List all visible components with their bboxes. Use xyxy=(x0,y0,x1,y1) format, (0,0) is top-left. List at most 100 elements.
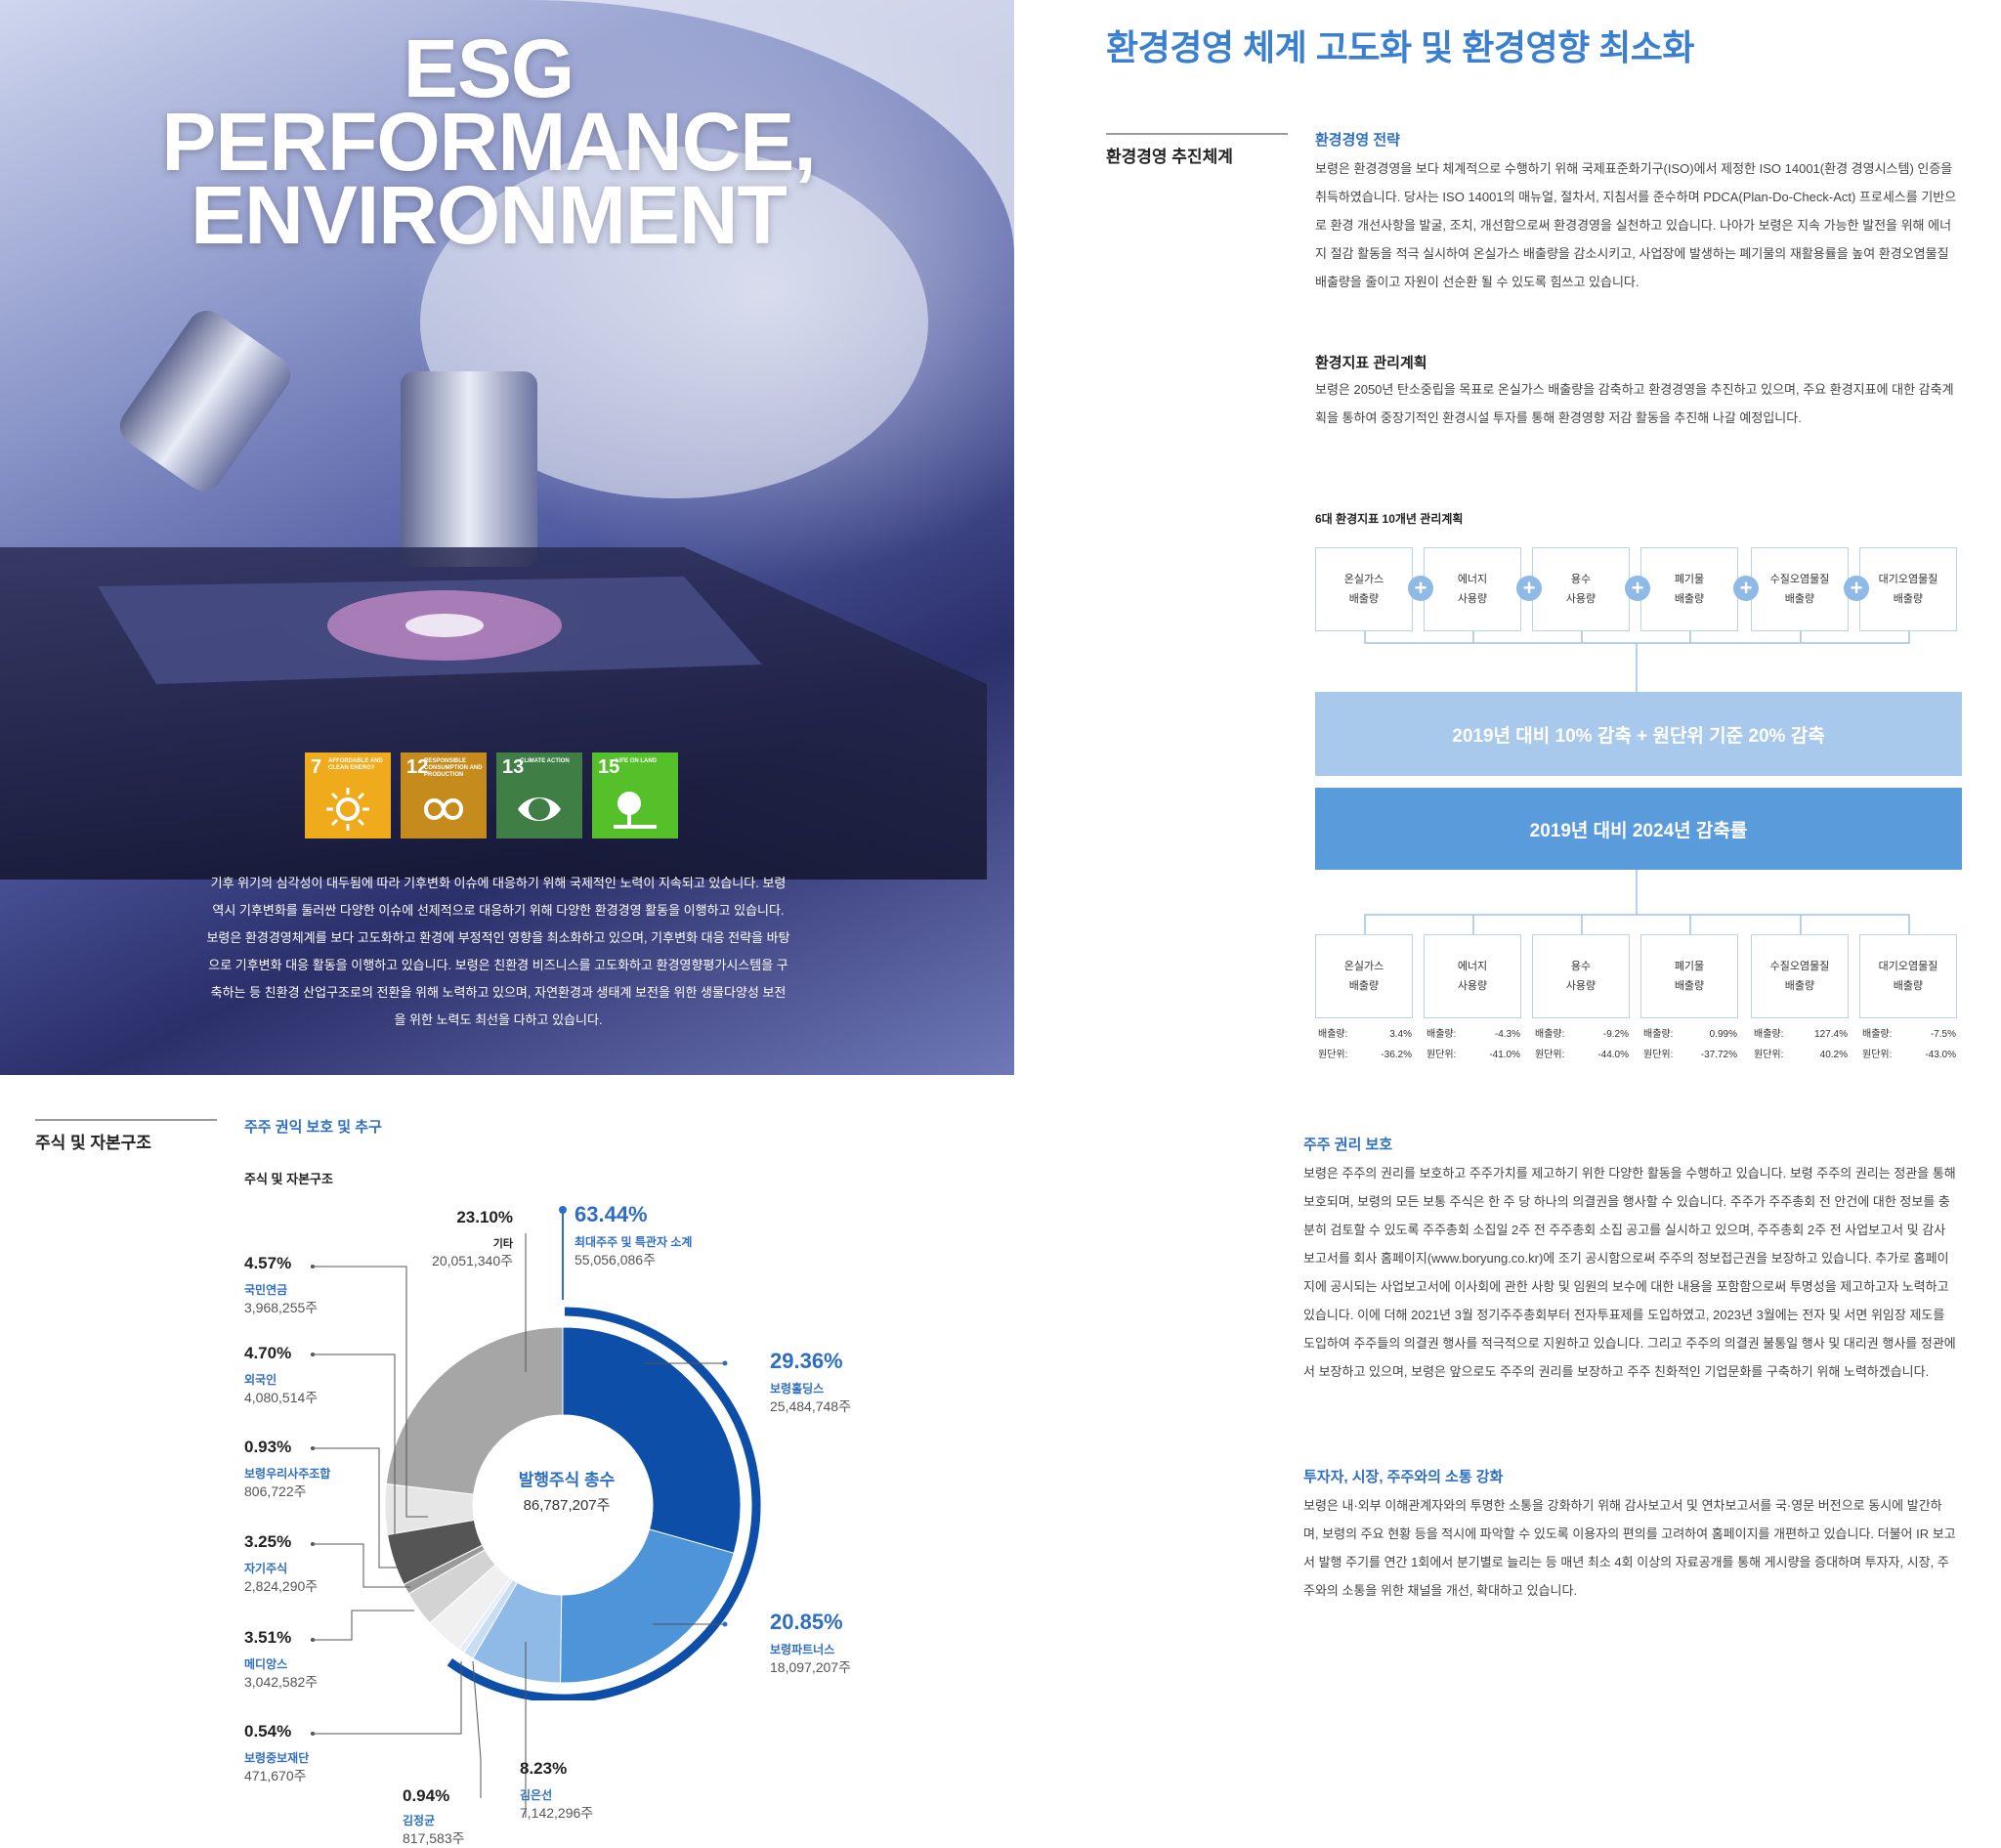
sdg-label: AFFORDABLE AND CLEAN ENERGY xyxy=(328,758,383,771)
metric-value: -9.2% xyxy=(1602,1029,1629,1040)
diagram-connectors xyxy=(1364,631,1910,934)
pct-value: 23.10% xyxy=(456,1208,513,1226)
label-major-shareholders: 63.44% 최대주주 및 특관자 소계 55,056,086주 xyxy=(575,1202,692,1269)
indicator-energy-result: 에너지 사용량 xyxy=(1424,934,1521,1018)
donut-hole xyxy=(474,1416,652,1594)
holder-name: 국민연금 xyxy=(244,1283,288,1297)
metric-label: 원단위: xyxy=(1862,1050,1893,1060)
plan-text: 보령은 2050년 탄소중립을 목표로 온실가스 배출량을 감축하고 환경경영을… xyxy=(1315,382,1954,425)
holder-name: 보령중보재단 xyxy=(244,1751,310,1765)
pct-value: 29.36% xyxy=(770,1349,843,1373)
metric-value: 0.99% xyxy=(1709,1029,1737,1040)
label-mediance: 3.51% 메디앙스 3,042,582주 xyxy=(244,1628,318,1692)
indicator-energy: 에너지 사용량 xyxy=(1424,547,1521,631)
sdg-label: CLIMATE ACTION xyxy=(520,758,570,764)
holder-shares: 471,670주 xyxy=(244,1768,307,1784)
metric-air-pollutant: 배출량: -7.5% 원단위: -43.0% xyxy=(1862,1024,1956,1065)
holder-shares: 4,080,514주 xyxy=(244,1390,319,1405)
holder-shares: 7,142,296주 xyxy=(520,1805,594,1821)
indicator-water-result: 용수 사용량 xyxy=(1532,934,1630,1018)
env-heading: 환경경영 체계 고도화 및 환경영향 최소화 xyxy=(1106,27,1695,67)
hero-title-line-3: ENVIRONMENT xyxy=(191,169,788,261)
metric-label: 배출량: xyxy=(1643,1029,1674,1040)
metric-value: -41.0% xyxy=(1489,1050,1520,1060)
pct-value: 20.85% xyxy=(770,1610,843,1634)
indicator-water-pollutant-result: 수질오염물질 배출량 xyxy=(1751,934,1849,1018)
holder-shares: 25,484,748주 xyxy=(770,1398,851,1414)
shares-section-title: 주주 권익 보호 및 추구 xyxy=(244,1119,382,1136)
communication-title: 투자자, 시장, 주주와의 소통 강화 xyxy=(1303,1469,1504,1485)
sdg-number: 13 xyxy=(502,756,525,778)
shareholder-donut-chart xyxy=(384,1307,761,1700)
label-others: 23.10% 기타 20,051,340주 xyxy=(420,1208,513,1270)
holder-name: 최대주주 및 특관자 소계 xyxy=(575,1235,693,1249)
sdg-number: 12 xyxy=(406,756,429,778)
sdg-number: 7 xyxy=(311,756,322,778)
sdg-15-badge: 15 LIFE ON LAND xyxy=(592,752,678,838)
plus-icon: + xyxy=(1516,576,1542,601)
pct-value: 0.94% xyxy=(403,1786,450,1805)
holder-shares: 55,056,086주 xyxy=(575,1252,656,1268)
pct-value: 8.23% xyxy=(520,1759,568,1778)
metric-label: 배출량: xyxy=(1426,1029,1457,1040)
holder-name: 보령우리사주조합 xyxy=(244,1467,331,1481)
holder-name: 김은선 xyxy=(520,1788,553,1802)
metric-water-pollutant: 배출량: 127.4% 원단위: 40.2% xyxy=(1754,1024,1848,1065)
metric-value: 40.2% xyxy=(1819,1050,1848,1060)
label-nps: 4.57% 국민연금 3,968,255주 xyxy=(244,1254,318,1317)
rights-text: 보령은 주주의 권리를 보호하고 주주가치를 제고하기 위한 다양한 활동을 수… xyxy=(1303,1166,1956,1379)
major-shareholder-arc xyxy=(447,1307,761,1700)
total-shares-label: 발행주식 총수 xyxy=(518,1471,616,1489)
indicator-waste-result: 폐기물 배출량 xyxy=(1640,934,1738,1018)
metric-value: 127.4% xyxy=(1814,1029,1848,1040)
donut-slice xyxy=(562,1326,742,1554)
indicator-water: 용수 사용량 xyxy=(1532,547,1630,631)
plus-icon: + xyxy=(1844,576,1869,601)
hero-panel: ESG PERFORMANCE, ENVIRONMENT 7 AFFORDABL… xyxy=(0,0,1014,1075)
indicator-air-pollutant-result: 대기오염물질 배출량 xyxy=(1859,934,1957,1018)
diagram-title: 6대 환경지표 10개년 관리계획 xyxy=(1315,512,1464,526)
plus-icon: + xyxy=(1625,576,1650,601)
side-label-env: 환경경영 추진체계 xyxy=(1106,148,1233,166)
metric-label: 배출량: xyxy=(1862,1029,1893,1040)
metric-label: 배출량: xyxy=(1318,1029,1348,1040)
label-treasury: 3.25% 자기주식 2,824,290주 xyxy=(244,1532,318,1596)
holder-name: 기타 xyxy=(492,1238,513,1250)
rights-title: 주주 권리 보호 xyxy=(1303,1137,1393,1153)
sdg-12-badge: 12 RESPONSIBLE CONSUMPTION AND PRODUCTIO… xyxy=(401,752,487,838)
plan-title: 환경지표 관리계획 xyxy=(1315,355,1427,371)
sdg-13-badge: 13 CLIMATE ACTION xyxy=(496,752,582,838)
pct-value: 0.93% xyxy=(244,1438,292,1456)
strategy-title: 환경경영 전략 xyxy=(1315,132,1400,149)
label-kim-eunseon: 8.23% 김은선 7,142,296주 xyxy=(520,1759,593,1823)
pct-value: 3.25% xyxy=(244,1532,292,1551)
metric-value: -4.3% xyxy=(1494,1029,1520,1040)
holder-name: 외국인 xyxy=(244,1373,277,1387)
label-kim-jeonggyun: 0.94% 김정균 817,583주 xyxy=(403,1786,465,1848)
eye-globe-icon xyxy=(518,797,561,821)
strategy-text: 보령은 환경경영을 보다 체계적으로 수행하기 위해 국제표준화기구(ISO)에… xyxy=(1315,161,1957,289)
communication-text: 보령은 내·외부 이해관계자와의 투명한 소통을 강화하기 위해 감사보고서 및… xyxy=(1303,1498,1956,1598)
metric-ghg: 배출량: 3.4% 원단위: -36.2% xyxy=(1318,1024,1412,1065)
holder-shares: 3,042,582주 xyxy=(244,1674,319,1690)
sun-icon xyxy=(326,788,369,831)
donut-center: 발행주식 총수 86,787,207주 xyxy=(469,1466,664,1515)
tree-icon xyxy=(614,792,657,829)
holder-shares: 18,097,207주 xyxy=(770,1659,851,1675)
metric-label: 원단위: xyxy=(1426,1050,1457,1060)
indicator-ghg: 온실가스 배출량 xyxy=(1315,547,1413,631)
holder-shares: 3,968,255주 xyxy=(244,1300,319,1315)
pct-value: 0.54% xyxy=(244,1722,292,1741)
metric-value: -36.2% xyxy=(1381,1050,1412,1060)
indicator-ghg-result: 온실가스 배출량 xyxy=(1315,934,1413,1018)
metric-label: 원단위: xyxy=(1643,1050,1674,1060)
side-label-shares: 주식 및 자본구조 xyxy=(35,1134,151,1152)
holder-shares: 20,051,340주 xyxy=(432,1253,513,1268)
metric-value: -43.0% xyxy=(1925,1050,1956,1060)
hero-title-line-1: ESG xyxy=(403,22,575,114)
metric-value: -37.72% xyxy=(1700,1050,1737,1060)
holder-name: 메디앙스 xyxy=(244,1657,288,1671)
result-band: 2019년 대비 2024년 감축률 xyxy=(1315,788,1962,870)
holder-name: 김정균 xyxy=(403,1814,436,1827)
holder-name: 보령파트너스 xyxy=(770,1643,835,1656)
